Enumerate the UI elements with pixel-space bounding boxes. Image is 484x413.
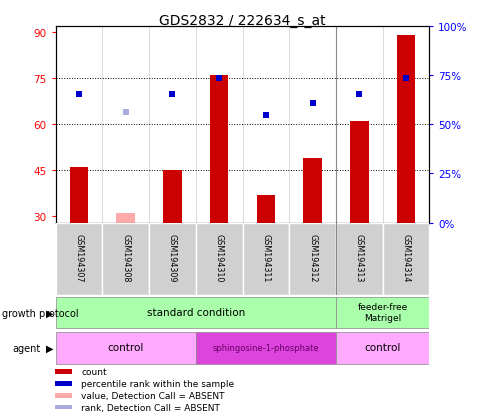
Bar — [56, 297, 335, 329]
Text: percentile rank within the sample: percentile rank within the sample — [81, 379, 234, 388]
Text: ▶: ▶ — [46, 308, 53, 318]
Bar — [116, 214, 135, 223]
Bar — [396, 36, 414, 223]
Text: sphingosine-1-phosphate: sphingosine-1-phosphate — [212, 343, 318, 352]
Bar — [102, 223, 149, 295]
Text: standard condition: standard condition — [146, 307, 244, 317]
Text: GSM194307: GSM194307 — [75, 233, 83, 282]
Bar — [55, 369, 72, 374]
Text: GSM194309: GSM194309 — [167, 233, 177, 282]
Bar — [256, 195, 274, 223]
Bar — [196, 223, 242, 295]
Text: GSM194311: GSM194311 — [261, 234, 270, 282]
Bar — [288, 223, 335, 295]
Bar — [335, 223, 382, 295]
Bar — [210, 76, 228, 223]
Bar — [382, 223, 428, 295]
Bar — [335, 297, 428, 329]
Bar — [56, 332, 196, 364]
Text: count: count — [81, 367, 106, 376]
Bar — [56, 223, 102, 295]
Bar — [349, 122, 368, 223]
Bar — [55, 381, 72, 386]
Text: GSM194313: GSM194313 — [354, 234, 363, 282]
Bar — [335, 332, 428, 364]
Text: GSM194310: GSM194310 — [214, 234, 223, 282]
Text: feeder-free
Matrigel: feeder-free Matrigel — [357, 302, 407, 322]
Text: GSM194312: GSM194312 — [307, 233, 317, 282]
Text: control: control — [107, 342, 144, 352]
Text: control: control — [363, 342, 400, 352]
Bar — [70, 168, 88, 223]
Text: growth protocol: growth protocol — [2, 308, 79, 318]
Bar — [149, 223, 196, 295]
Bar — [302, 159, 321, 223]
Text: ▶: ▶ — [46, 343, 53, 353]
Bar — [55, 405, 72, 409]
Text: GDS2832 / 222634_s_at: GDS2832 / 222634_s_at — [159, 14, 325, 28]
Bar — [163, 171, 182, 223]
Text: agent: agent — [12, 343, 40, 353]
Text: GSM194308: GSM194308 — [121, 234, 130, 282]
Bar — [55, 393, 72, 398]
Bar — [242, 223, 288, 295]
Text: rank, Detection Call = ABSENT: rank, Detection Call = ABSENT — [81, 403, 220, 411]
Text: value, Detection Call = ABSENT: value, Detection Call = ABSENT — [81, 391, 224, 400]
Bar — [196, 332, 335, 364]
Text: GSM194314: GSM194314 — [401, 234, 409, 282]
